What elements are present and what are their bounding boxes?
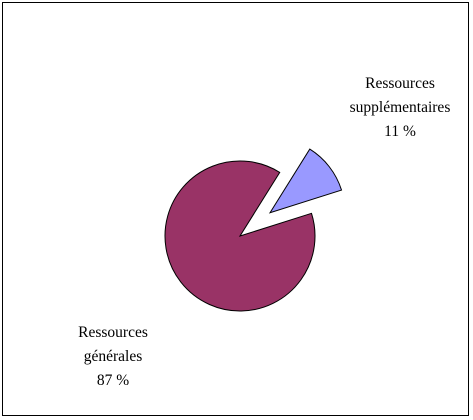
slice-label-line: générales [83, 348, 143, 365]
pie-slice-1 [164, 160, 316, 312]
pie-slice-0 [268, 148, 343, 214]
slice-label-line: Ressources [78, 324, 148, 341]
slice-label-line: Ressources [365, 75, 435, 92]
slice-value-label: 11 % [384, 123, 416, 140]
slice-label-generales: Ressources générales 87 % [48, 321, 178, 393]
slice-value-label: 87 % [96, 372, 130, 389]
slice-label-supplementaires: Ressources supplémentaires 11 % [335, 72, 465, 144]
slice-label-line: supplémentaires [349, 99, 451, 116]
